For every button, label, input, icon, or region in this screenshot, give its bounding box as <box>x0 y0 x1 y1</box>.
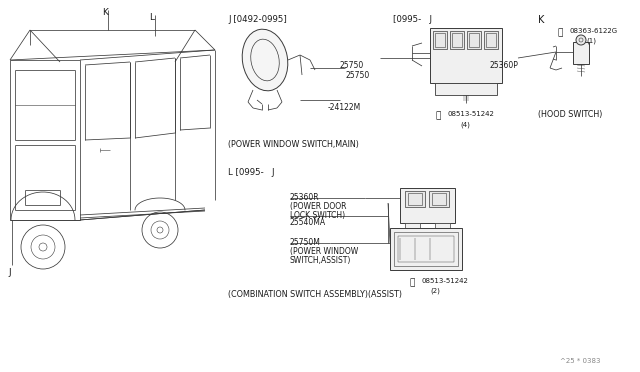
Text: K: K <box>102 8 108 17</box>
Text: 25360R: 25360R <box>290 193 319 202</box>
Bar <box>573 42 589 64</box>
Text: (1): (1) <box>586 38 596 45</box>
Text: (2): (2) <box>430 288 440 295</box>
Text: 25360P: 25360P <box>490 61 519 70</box>
Text: LOCK SWITCH): LOCK SWITCH) <box>290 211 345 220</box>
Text: (COMBINATION SWITCH ASSEMBLY)(ASSIST): (COMBINATION SWITCH ASSEMBLY)(ASSIST) <box>228 290 402 299</box>
Bar <box>452 33 462 47</box>
Text: L [0995-   J: L [0995- J <box>228 168 275 177</box>
Bar <box>435 223 450 231</box>
Text: J: J <box>8 268 11 277</box>
Text: Ⓢ: Ⓢ <box>435 111 440 120</box>
Bar <box>435 33 445 47</box>
Bar <box>433 31 447 49</box>
Text: 25750: 25750 <box>346 71 371 80</box>
Text: [0995-   J: [0995- J <box>393 15 432 24</box>
Text: 25540MA: 25540MA <box>290 218 326 227</box>
Text: (4): (4) <box>460 121 470 128</box>
Bar <box>400 188 455 223</box>
Bar <box>398 236 454 262</box>
Ellipse shape <box>242 29 288 91</box>
Text: ^25 * 0383: ^25 * 0383 <box>560 358 600 364</box>
Bar <box>469 33 479 47</box>
Bar <box>390 228 462 270</box>
Text: J [0492-0995]: J [0492-0995] <box>228 15 287 24</box>
Bar <box>486 33 496 47</box>
Bar <box>405 191 425 207</box>
Text: 08363-6122G: 08363-6122G <box>570 28 618 34</box>
Text: (POWER WINDOW SWITCH,MAIN): (POWER WINDOW SWITCH,MAIN) <box>228 140 359 149</box>
Text: (HOOD SWITCH): (HOOD SWITCH) <box>538 110 602 119</box>
Text: (POWER DOOR: (POWER DOOR <box>290 202 346 211</box>
Text: 08513-51242: 08513-51242 <box>422 278 469 284</box>
Text: 25750M: 25750M <box>290 238 321 247</box>
Text: 08513-51242: 08513-51242 <box>447 111 494 117</box>
Bar <box>435 83 497 95</box>
Text: -24122M: -24122M <box>328 103 361 112</box>
Bar <box>467 31 481 49</box>
Bar <box>408 193 422 205</box>
Bar <box>432 193 446 205</box>
Text: (POWER WINDOW: (POWER WINDOW <box>290 247 358 256</box>
Text: L: L <box>150 13 154 22</box>
Bar <box>394 232 458 266</box>
Bar <box>429 191 449 207</box>
Bar <box>450 31 464 49</box>
Text: SWITCH,ASSIST): SWITCH,ASSIST) <box>290 256 351 265</box>
Bar <box>430 28 502 83</box>
Bar <box>484 31 498 49</box>
Text: 25750: 25750 <box>340 61 364 70</box>
Circle shape <box>576 35 586 45</box>
Text: K: K <box>538 15 545 25</box>
Text: Ⓢ: Ⓢ <box>558 28 563 37</box>
Text: Ⓢ: Ⓢ <box>410 278 415 287</box>
Bar <box>405 223 420 231</box>
